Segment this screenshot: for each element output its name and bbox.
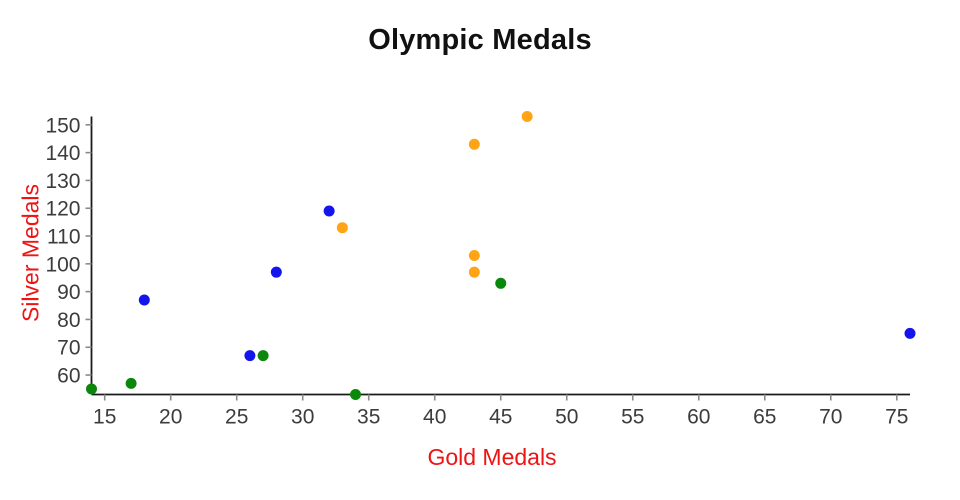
y-tick-label: 60	[57, 365, 80, 388]
y-tick-label: 120	[45, 198, 80, 221]
y-tick-label: 150	[45, 114, 80, 137]
y-tick-label: 140	[45, 142, 80, 165]
x-tick-label: 40	[423, 406, 446, 429]
y-axis-label: Silver Medals	[17, 183, 44, 323]
x-tick-label: 45	[489, 406, 512, 429]
y-tick-label: 100	[45, 253, 80, 276]
x-tick-label: 50	[555, 406, 578, 429]
blue-series-point	[270, 266, 282, 278]
x-tick-label: 35	[357, 406, 380, 429]
y-tick-label: 90	[57, 281, 80, 304]
green-series-point	[125, 377, 137, 389]
chart-title: Olympic Medals	[368, 24, 592, 56]
orange-series-point	[336, 222, 348, 234]
orange-series-point	[468, 266, 480, 278]
x-tick-label: 75	[885, 406, 908, 429]
x-tick-label: 30	[291, 406, 314, 429]
green-series-point	[495, 277, 507, 289]
orange-series-point	[468, 138, 480, 150]
x-tick-label: 20	[159, 406, 182, 429]
blue-series-point	[244, 350, 256, 362]
x-axis-label: Gold Medals	[427, 444, 557, 470]
y-tick-label: 110	[47, 226, 80, 249]
x-tick-label: 15	[93, 406, 116, 429]
x-tick-label: 60	[687, 406, 710, 429]
y-tick-label: 130	[45, 170, 80, 193]
blue-series-point	[138, 294, 150, 306]
orange-series-point	[468, 250, 480, 261]
green-series-point	[350, 389, 362, 400]
y-tick-label: 80	[57, 309, 80, 332]
blue-series-point	[904, 327, 916, 339]
x-tick-label: 25	[225, 406, 248, 429]
x-tick-label: 55	[621, 406, 644, 429]
orange-series-point	[521, 111, 533, 122]
x-tick-label: 70	[819, 406, 842, 429]
green-series-point	[86, 383, 97, 395]
x-tick-label: 65	[753, 406, 776, 429]
blue-series-point	[323, 205, 335, 217]
y-tick-label: 70	[57, 337, 80, 360]
green-series-point	[257, 350, 269, 362]
